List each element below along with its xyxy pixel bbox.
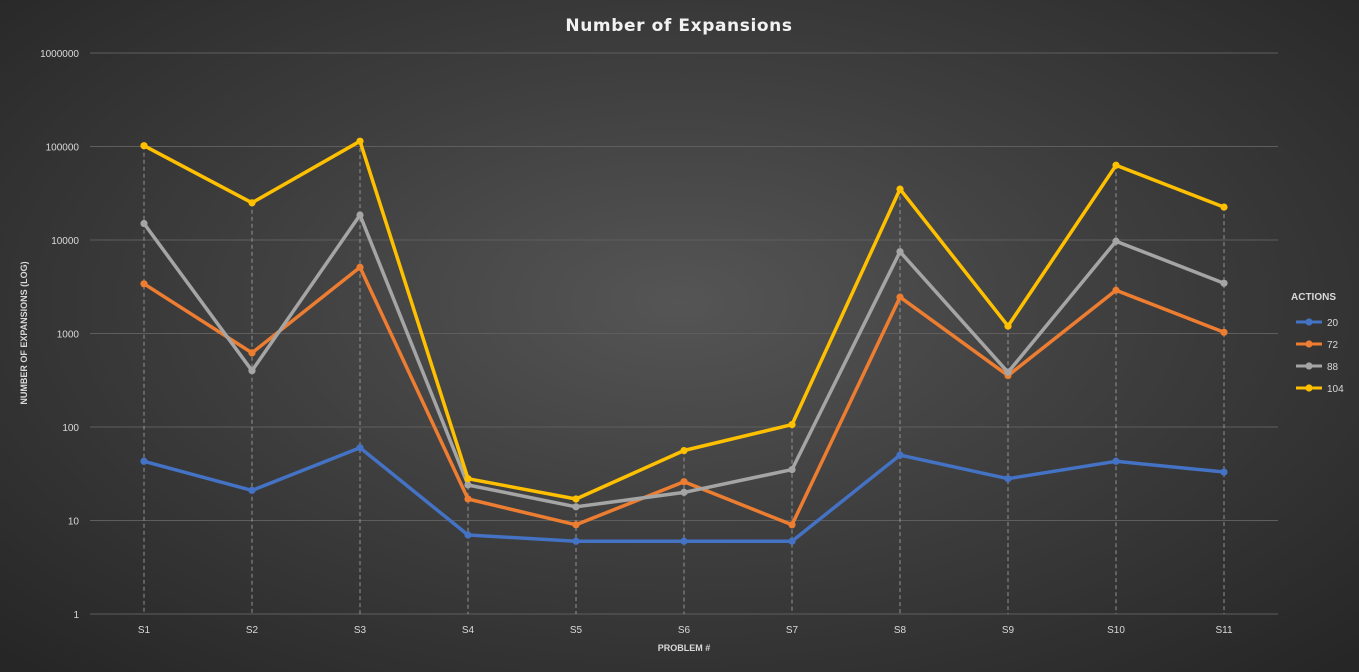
x-tick-label: S9 bbox=[1002, 625, 1015, 636]
data-point bbox=[680, 488, 688, 496]
legend: ACTIONS 20 72 88 104 bbox=[1291, 292, 1344, 395]
data-point bbox=[464, 475, 472, 483]
legend-items: 20 72 88 104 bbox=[1296, 318, 1344, 395]
series-line bbox=[142, 213, 1226, 509]
data-point bbox=[140, 219, 148, 228]
data-point bbox=[1112, 237, 1120, 245]
data-point bbox=[248, 486, 256, 494]
y-tick-label: 100000 bbox=[46, 143, 80, 154]
data-point bbox=[680, 537, 688, 545]
data-point bbox=[788, 521, 796, 529]
legend-swatch-marker bbox=[1305, 318, 1313, 326]
data-point bbox=[680, 478, 688, 486]
data-point bbox=[248, 367, 256, 375]
data-point bbox=[1004, 475, 1012, 483]
data-point bbox=[1220, 203, 1228, 211]
data-point bbox=[896, 185, 904, 193]
data-point bbox=[1112, 457, 1120, 465]
data-point bbox=[356, 263, 364, 271]
legend-item: 20 bbox=[1296, 318, 1339, 329]
x-tick-label: S5 bbox=[570, 625, 583, 636]
series-line bbox=[142, 139, 1226, 501]
data-point bbox=[1220, 279, 1228, 287]
x-tick-label: S11 bbox=[1215, 625, 1232, 636]
legend-label: 72 bbox=[1327, 340, 1339, 351]
x-tick-label: S10 bbox=[1107, 625, 1125, 636]
legend-title: ACTIONS bbox=[1291, 292, 1336, 303]
x-tick-label: S2 bbox=[246, 625, 259, 636]
legend-swatch-marker bbox=[1305, 384, 1313, 392]
data-point bbox=[680, 446, 688, 455]
x-axis-ticks: S1 S2 S3 S4 S5 S6 S7 S8 S9 S10 S11 bbox=[138, 625, 1233, 636]
data-point bbox=[572, 503, 580, 511]
legend-item: 72 bbox=[1296, 340, 1339, 351]
data-point bbox=[572, 521, 580, 529]
data-point bbox=[140, 142, 148, 150]
gridlines bbox=[90, 52, 1278, 615]
data-point bbox=[140, 280, 148, 288]
data-point bbox=[896, 248, 904, 256]
y-axis-ticks: 1 10 100 1000 10000 100000 1000000 bbox=[40, 49, 79, 621]
data-point bbox=[572, 495, 580, 503]
data-point bbox=[248, 349, 256, 357]
data-point bbox=[356, 211, 364, 219]
legend-label: 88 bbox=[1327, 362, 1339, 373]
x-tick-label: S1 bbox=[138, 625, 151, 636]
legend-label: 20 bbox=[1327, 318, 1339, 329]
x-tick-label: S8 bbox=[894, 625, 907, 636]
data-point bbox=[464, 481, 472, 489]
legend-swatch-marker bbox=[1305, 362, 1313, 370]
data-point bbox=[356, 137, 364, 145]
data-point bbox=[1220, 328, 1228, 336]
data-point bbox=[896, 293, 904, 301]
data-point bbox=[356, 444, 364, 452]
data-point bbox=[572, 537, 580, 545]
series-88 bbox=[140, 211, 1228, 511]
series-20 bbox=[140, 444, 1228, 545]
y-tick-label: 1 bbox=[73, 610, 79, 621]
data-point bbox=[248, 199, 256, 207]
legend-item: 104 bbox=[1296, 384, 1344, 395]
x-tick-label: S6 bbox=[678, 625, 691, 636]
series-layer bbox=[140, 137, 1228, 545]
data-point bbox=[896, 451, 904, 459]
data-point bbox=[788, 421, 796, 429]
y-tick-label: 10000 bbox=[51, 236, 79, 247]
y-tick-label: 1000000 bbox=[40, 49, 79, 60]
chart-title: Number of Expansions bbox=[565, 16, 792, 36]
y-axis-label: NUMBER OF EXPANSIONS (LOG) bbox=[19, 261, 29, 404]
legend-label: 104 bbox=[1327, 384, 1344, 395]
x-axis-label: PROBLEM # bbox=[658, 643, 711, 653]
x-tick-label: S4 bbox=[462, 625, 475, 636]
data-point bbox=[1112, 161, 1120, 169]
drop-lines bbox=[143, 141, 1225, 614]
legend-swatch-marker bbox=[1305, 340, 1313, 348]
y-tick-label: 10 bbox=[68, 517, 80, 528]
series-72 bbox=[140, 263, 1228, 529]
data-point bbox=[788, 537, 796, 545]
data-point bbox=[788, 466, 796, 474]
y-tick-label: 1000 bbox=[57, 330, 80, 341]
data-point bbox=[140, 457, 148, 465]
x-tick-label: S3 bbox=[354, 625, 367, 636]
series-104 bbox=[140, 137, 1228, 503]
legend-item: 88 bbox=[1296, 362, 1339, 373]
data-point bbox=[464, 531, 472, 539]
data-point bbox=[1004, 368, 1012, 376]
data-point bbox=[1004, 322, 1012, 330]
data-point bbox=[1112, 286, 1120, 294]
data-point bbox=[464, 495, 472, 503]
y-tick-label: 100 bbox=[62, 423, 79, 434]
data-point bbox=[1220, 468, 1228, 476]
x-tick-label: S7 bbox=[786, 625, 799, 636]
